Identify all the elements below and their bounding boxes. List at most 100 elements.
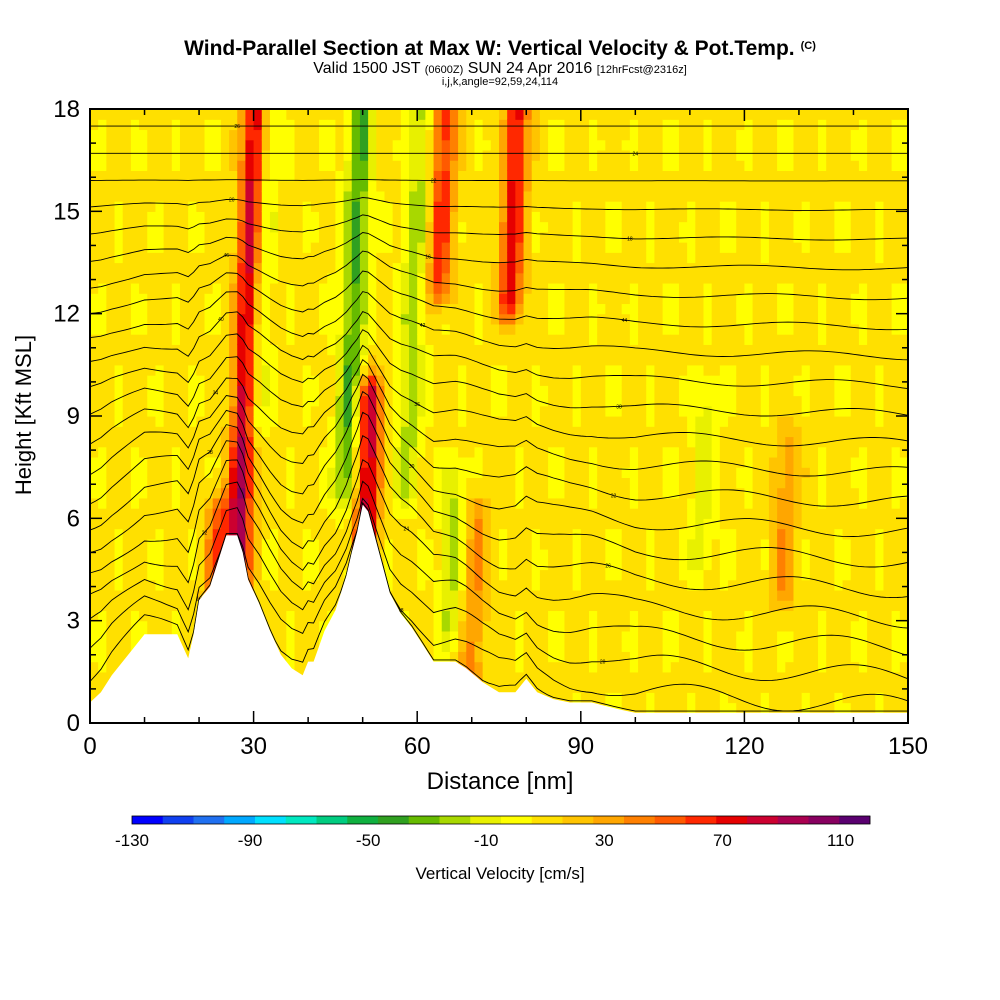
w-cell [662,231,672,243]
w-cell [294,518,304,530]
w-cell [678,303,688,315]
w-cell [490,487,500,499]
w-cell [678,620,688,632]
w-cell [98,190,107,202]
w-cell [106,262,116,274]
w-cell [515,497,525,509]
w-cell [261,395,271,407]
w-cell [539,190,549,202]
w-cell [728,641,737,652]
w-cell [343,109,353,120]
w-cell [392,119,402,131]
w-cell [531,190,541,202]
w-cell [90,160,99,171]
w-cell [719,528,729,540]
w-cell [474,579,484,591]
w-cell [441,416,451,427]
w-cell [695,651,705,663]
w-cell [229,364,238,376]
w-cell [458,569,467,581]
w-cell [678,416,688,427]
w-cell [449,252,459,264]
w-cell [253,221,263,233]
w-cell [564,416,574,427]
w-cell [678,385,688,397]
w-cell [662,508,672,519]
w-cell [556,109,566,120]
w-cell [294,354,304,366]
w-cell [490,661,500,673]
w-cell [474,221,484,233]
w-cell [441,149,451,161]
w-cell [106,497,116,509]
w-cell [302,620,312,632]
w-cell [474,641,484,652]
w-cell [736,272,745,284]
w-cell [703,149,713,161]
w-cell [654,467,664,478]
w-cell [744,467,754,478]
w-cell [613,252,623,264]
w-cell [433,518,443,530]
w-cell [409,252,418,264]
w-cell [278,364,287,376]
w-cell [621,630,631,642]
w-cell [253,518,263,530]
w-cell [327,149,336,161]
w-cell [130,385,140,397]
w-cell [760,334,770,345]
w-cell [458,630,467,642]
w-cell [728,282,737,294]
w-cell [728,201,737,212]
w-cell [90,354,99,366]
w-cell [597,600,606,612]
w-cell [449,416,459,427]
w-cell [646,303,656,315]
w-cell [171,160,181,171]
w-cell [433,610,443,622]
w-cell [662,559,672,571]
w-cell [572,334,582,345]
w-cell [196,569,206,581]
w-cell [499,354,508,366]
w-cell [147,109,157,120]
w-cell [204,231,214,243]
w-cell [687,334,696,345]
w-cell [204,313,214,325]
w-cell [98,446,107,458]
w-cell [139,487,148,499]
w-cell [327,160,336,171]
w-cell [196,497,206,509]
w-cell [155,139,165,151]
w-cell [605,262,615,274]
w-cell [417,497,426,509]
w-cell [466,538,476,550]
w-cell [695,446,705,458]
w-cell [580,487,590,499]
w-cell [556,262,566,274]
w-cell [662,160,672,171]
w-cell [597,651,606,663]
w-cell [597,589,606,601]
w-cell [744,610,754,622]
w-cell [90,405,99,417]
w-cell [400,487,410,499]
w-cell [196,180,206,192]
w-cell [384,487,394,499]
w-cell [98,364,107,376]
w-cell [130,160,140,171]
w-cell [768,671,778,683]
w-cell [310,139,320,151]
w-cell [744,282,754,294]
w-cell [588,313,598,325]
w-cell [302,375,312,386]
w-cell [728,180,737,192]
w-cell [760,160,770,171]
w-cell [147,180,157,192]
w-cell [507,354,516,366]
w-cell [752,671,762,683]
w-cell [711,600,721,612]
w-cell [188,375,197,386]
w-cell [523,661,533,673]
w-cell [155,589,165,601]
